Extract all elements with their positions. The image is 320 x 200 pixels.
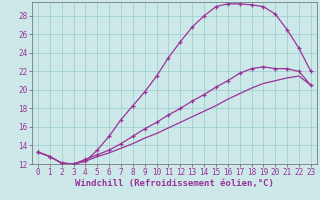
X-axis label: Windchill (Refroidissement éolien,°C): Windchill (Refroidissement éolien,°C) xyxy=(75,179,274,188)
